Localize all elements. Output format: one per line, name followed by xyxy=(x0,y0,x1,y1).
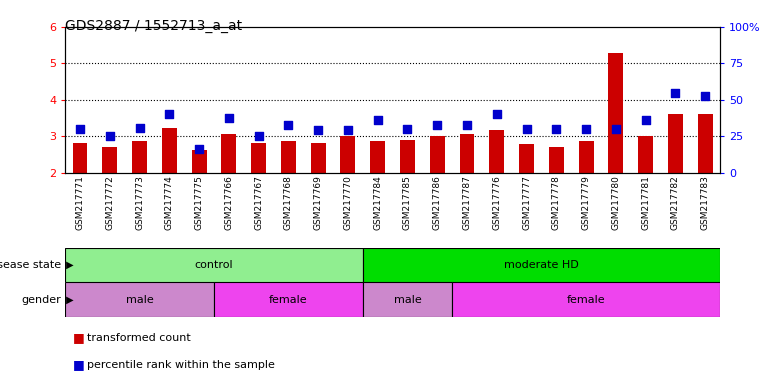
Text: ▶: ▶ xyxy=(63,295,74,305)
Point xyxy=(669,89,682,96)
Bar xyxy=(370,141,385,173)
Bar xyxy=(519,144,534,173)
Bar xyxy=(192,150,207,173)
Bar xyxy=(489,130,504,173)
Bar xyxy=(578,141,594,173)
Bar xyxy=(103,147,117,173)
Bar xyxy=(281,141,296,173)
Text: male: male xyxy=(126,295,153,305)
Bar xyxy=(73,143,87,173)
Text: disease state: disease state xyxy=(0,260,61,270)
Text: female: female xyxy=(269,295,308,305)
Point xyxy=(401,126,414,132)
Text: male: male xyxy=(394,295,421,305)
Bar xyxy=(668,114,683,173)
Bar xyxy=(221,134,236,173)
Point xyxy=(312,127,324,133)
Bar xyxy=(132,141,147,173)
Text: ■: ■ xyxy=(73,358,84,371)
Text: ■: ■ xyxy=(73,331,84,344)
Bar xyxy=(65,248,363,282)
Point xyxy=(640,117,652,123)
Bar xyxy=(340,136,355,173)
Bar xyxy=(251,143,266,173)
Point xyxy=(74,126,86,132)
Point xyxy=(253,133,265,139)
Point xyxy=(133,125,146,131)
Bar xyxy=(162,128,177,173)
Text: GDS2887 / 1552713_a_at: GDS2887 / 1552713_a_at xyxy=(65,19,242,33)
Point xyxy=(610,126,622,132)
Text: gender: gender xyxy=(21,295,61,305)
Text: ▶: ▶ xyxy=(63,260,74,270)
Point xyxy=(342,127,354,133)
Bar xyxy=(452,282,720,317)
Bar xyxy=(214,282,363,317)
Point xyxy=(431,122,444,128)
Point xyxy=(372,117,384,123)
Text: control: control xyxy=(195,260,234,270)
Point xyxy=(491,111,503,117)
Bar xyxy=(65,282,214,317)
Point xyxy=(103,133,116,139)
Text: percentile rank within the sample: percentile rank within the sample xyxy=(87,360,274,370)
Bar xyxy=(430,136,445,173)
Point xyxy=(699,93,712,99)
Bar xyxy=(363,248,720,282)
Point xyxy=(163,111,175,118)
Bar xyxy=(608,53,624,173)
Bar xyxy=(460,134,474,173)
Bar xyxy=(549,147,564,173)
Bar xyxy=(698,114,712,173)
Text: moderate HD: moderate HD xyxy=(504,260,579,270)
Bar xyxy=(311,143,326,173)
Bar xyxy=(638,136,653,173)
Point xyxy=(193,146,205,152)
Point xyxy=(580,126,592,132)
Text: female: female xyxy=(567,295,605,305)
Point xyxy=(461,122,473,128)
Bar xyxy=(363,282,452,317)
Bar xyxy=(400,140,415,173)
Point xyxy=(282,122,294,128)
Point xyxy=(520,126,532,132)
Point xyxy=(223,115,235,121)
Point xyxy=(550,126,562,132)
Text: transformed count: transformed count xyxy=(87,333,190,343)
